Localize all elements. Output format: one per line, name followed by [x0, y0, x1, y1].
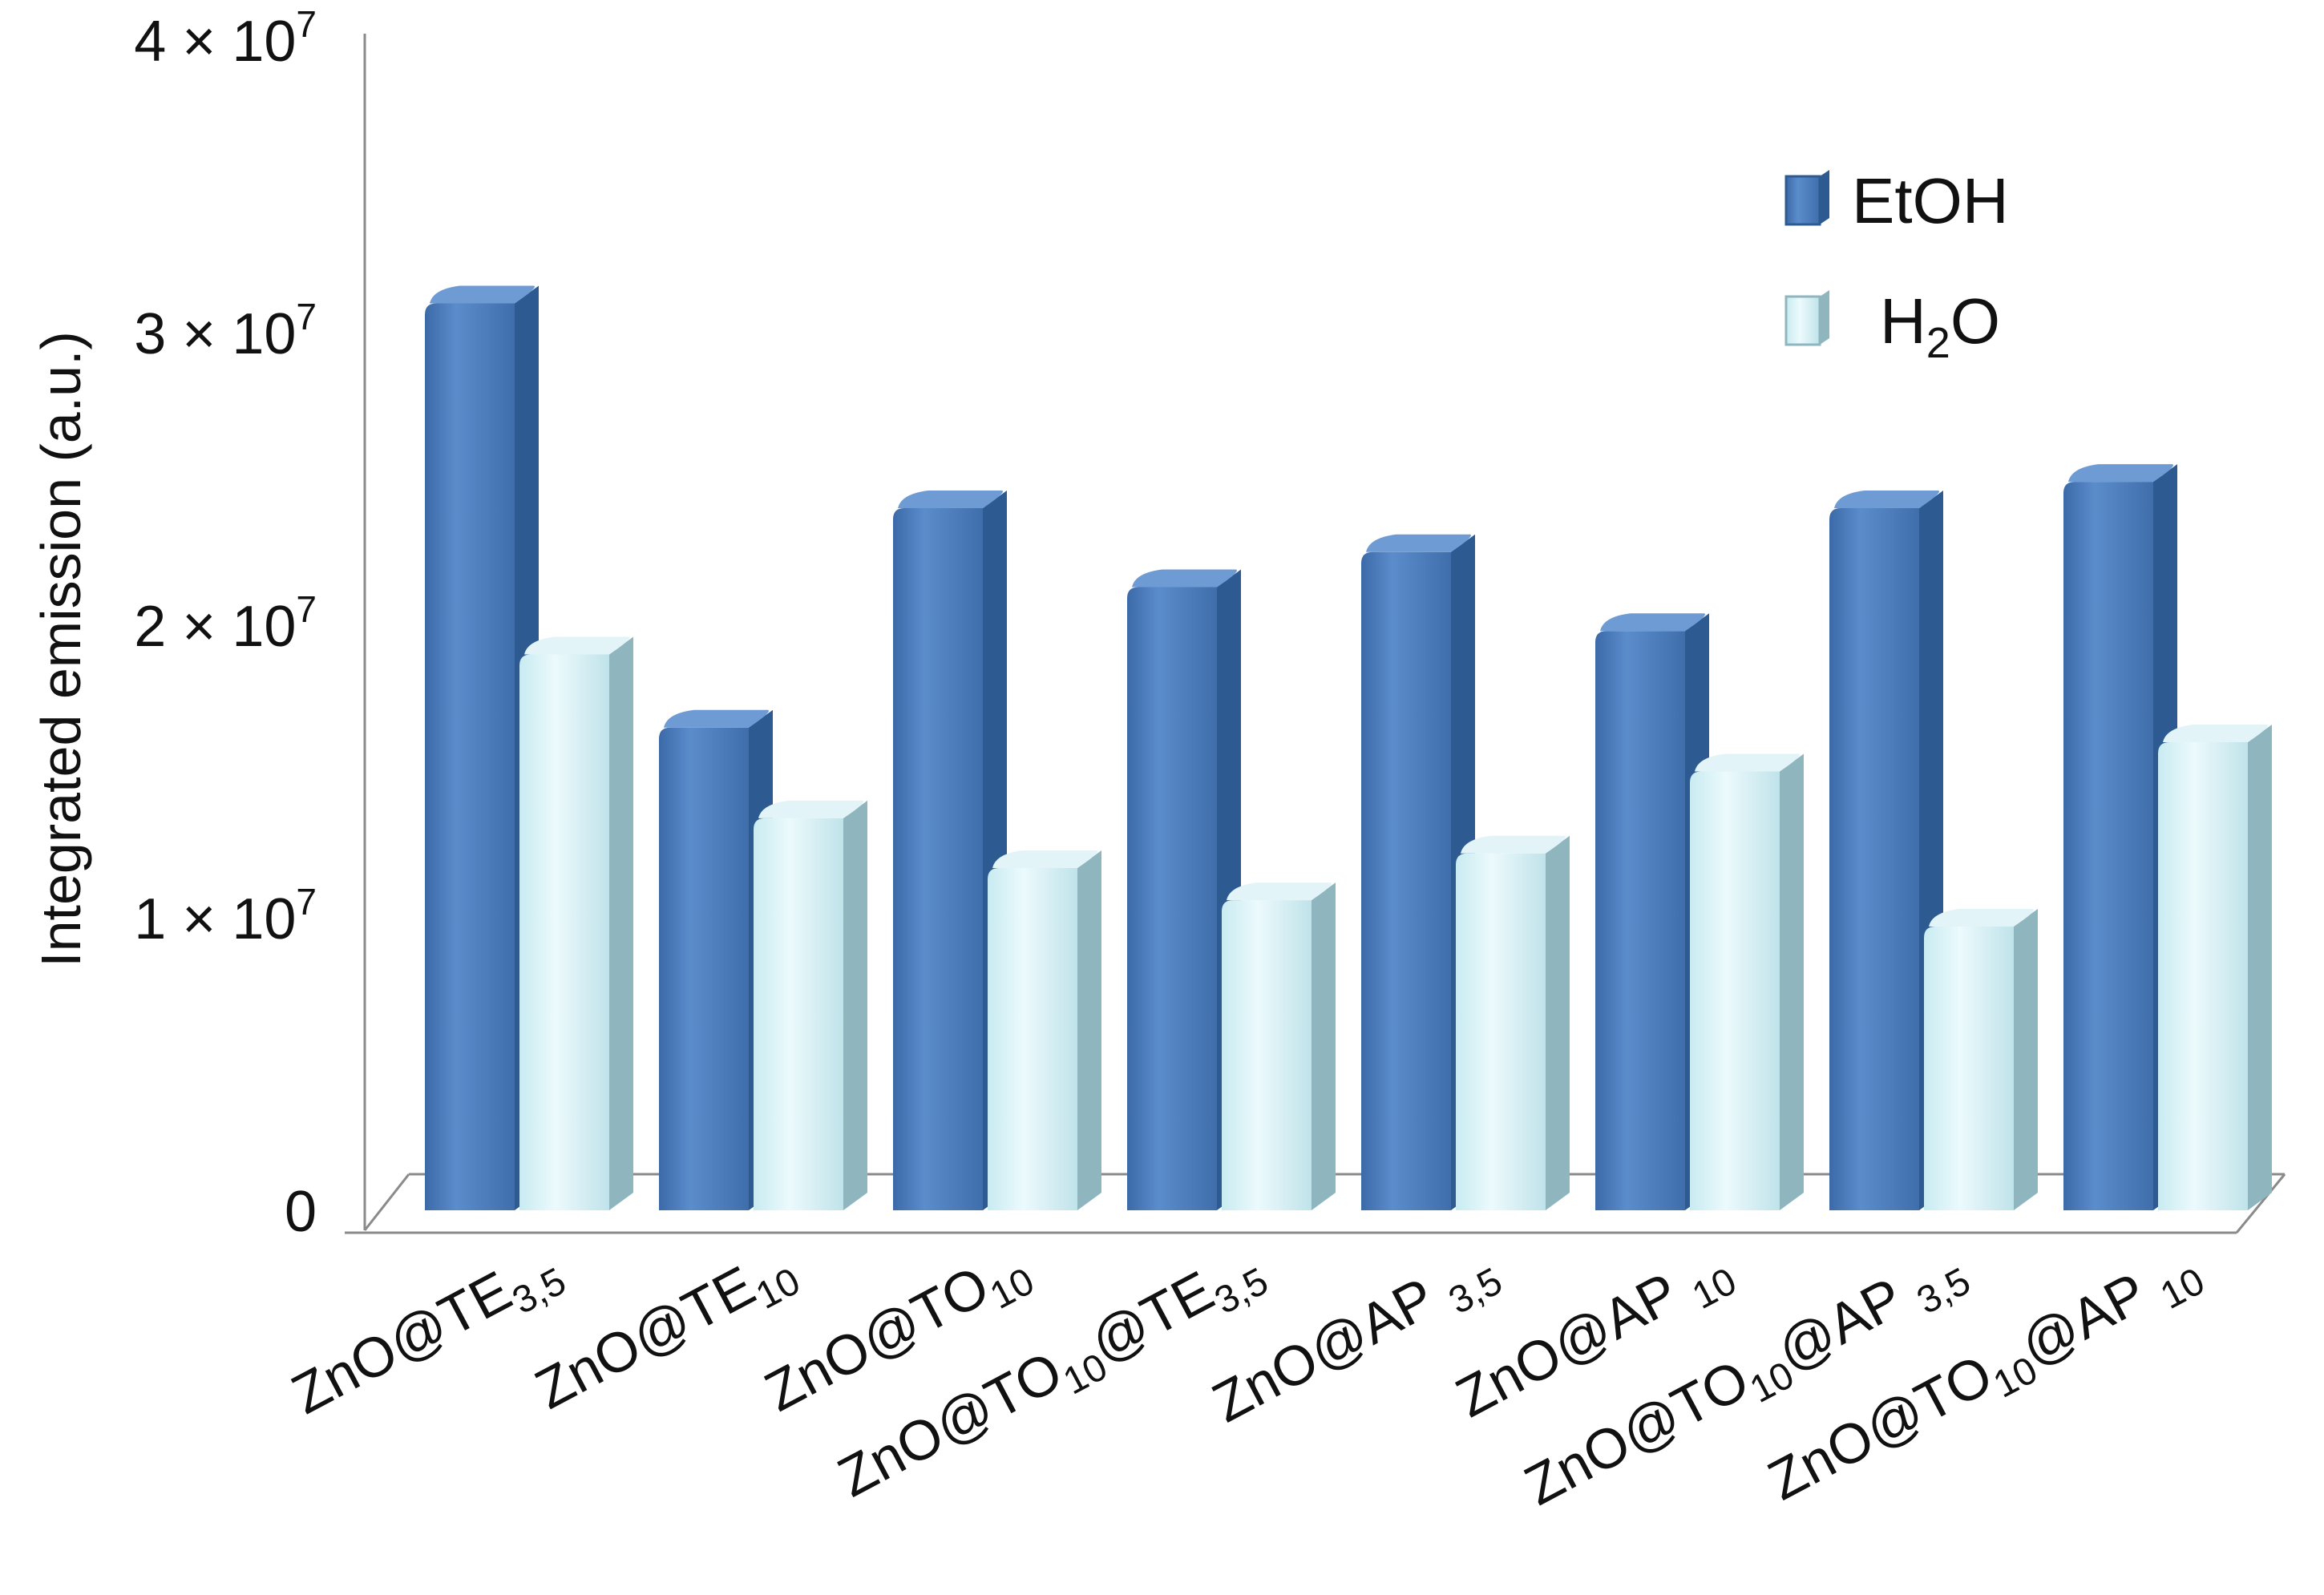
bar-front [519, 654, 609, 1210]
bar-top [2163, 725, 2268, 742]
floor-right-edge [2235, 1173, 2286, 1234]
x-tick-labels: ZnO@TE3,5ZnO@TE10ZnO@TO10ZnO@TO10@TE3,5Z… [282, 1234, 2212, 1520]
bar-top [758, 800, 863, 818]
legend: EtOH H2O [1784, 165, 2009, 367]
bar-front [1222, 900, 1312, 1210]
bar-h2o-3 [988, 850, 1101, 1210]
bar-h2o-8 [2158, 725, 2272, 1210]
bar-side [609, 636, 633, 1210]
bar-front [1595, 631, 1685, 1210]
bar-h2o-7 [1924, 908, 2038, 1210]
bar-top [992, 850, 1097, 868]
bar-front [1829, 508, 1919, 1210]
legend-item-h2o: H2O [1784, 285, 2000, 367]
legend-swatch-side [1820, 170, 1829, 224]
floor-left-edge [363, 1173, 410, 1231]
bar-top [1695, 753, 1800, 772]
bar-front [425, 303, 515, 1210]
bar-front [659, 727, 749, 1210]
bar-top [1366, 534, 1471, 552]
legend-swatch [1784, 295, 1821, 346]
x-tick-label: ZnO@TE10 [525, 1234, 806, 1429]
bar-side [1077, 850, 1101, 1210]
bar-h2o-5 [1456, 835, 1570, 1210]
y-tick-label: 0 [285, 1180, 317, 1244]
legend-label: H2O [1880, 285, 2000, 367]
bar-side [1546, 835, 1570, 1210]
bar-side [1312, 882, 1336, 1210]
bar-side [1780, 753, 1804, 1210]
bar-top [430, 285, 535, 304]
bar-front [1456, 853, 1546, 1210]
bar-front [2063, 482, 2153, 1210]
bar-h2o-2 [754, 800, 867, 1210]
bars [425, 285, 2272, 1210]
bar-front [1924, 926, 2014, 1210]
bar-front [1127, 587, 1217, 1210]
y-tick-label: 2 × 107 [134, 588, 317, 659]
y-tick-labels: 0 1 × 107 2 × 107 3 × 107 4 × 107 [134, 3, 317, 1244]
bar-side [2248, 725, 2272, 1210]
legend-label: EtOH [1852, 165, 2009, 236]
bar-front [2158, 742, 2248, 1210]
legend-swatch [1784, 175, 1821, 226]
x-tick-label: ZnO@TO10@AP 10 [1758, 1234, 2211, 1520]
bar-top [524, 636, 629, 655]
bar-top [1600, 613, 1705, 632]
bar-top [1929, 908, 2034, 927]
legend-item-etoh: EtOH [1784, 165, 2009, 236]
y-axis-label: Integrated emission (a.u.) [30, 331, 92, 967]
bar-top [898, 491, 1003, 508]
bar-top [1834, 491, 1939, 508]
legend-swatch-side [1820, 290, 1829, 345]
bar-front [754, 818, 843, 1210]
bar-top [1132, 569, 1237, 588]
y-tick-label: 4 × 107 [134, 3, 317, 74]
x-tick-label: ZnO@TE3,5 [282, 1234, 573, 1434]
bar-top [1227, 882, 1332, 901]
bar-h2o-6 [1690, 753, 1804, 1210]
bar-front [893, 508, 983, 1210]
bar-h2o-1 [519, 636, 633, 1210]
bar-front [1690, 771, 1780, 1210]
y-tick-label: 3 × 107 [134, 296, 317, 366]
bar-side [843, 800, 867, 1210]
bar-h2o-4 [1222, 882, 1336, 1210]
bar-front [988, 867, 1077, 1210]
y-tick-label: 1 × 107 [134, 881, 317, 951]
bar-top [1461, 835, 1566, 854]
bar-top [664, 709, 769, 728]
bar-top [2068, 464, 2173, 483]
bar-front [1361, 551, 1451, 1210]
bar-side [2014, 908, 2038, 1210]
